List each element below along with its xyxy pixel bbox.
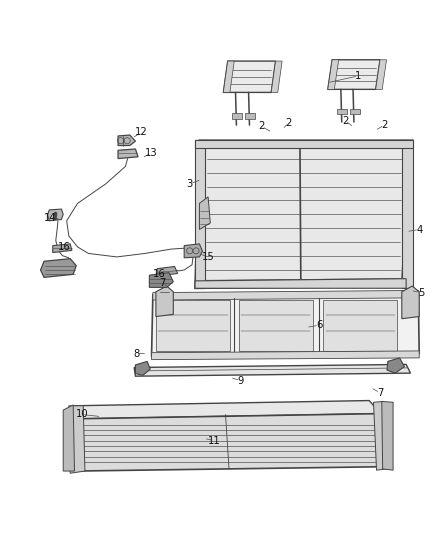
- Text: 7: 7: [377, 387, 383, 398]
- Text: 2: 2: [258, 122, 265, 131]
- Polygon shape: [223, 61, 276, 92]
- Polygon shape: [245, 114, 255, 118]
- Polygon shape: [376, 60, 387, 90]
- Polygon shape: [118, 149, 138, 158]
- Polygon shape: [328, 60, 380, 90]
- Text: 2: 2: [381, 120, 388, 130]
- Polygon shape: [53, 244, 72, 253]
- Text: 9: 9: [237, 376, 244, 385]
- Text: 6: 6: [316, 320, 322, 330]
- Polygon shape: [156, 286, 173, 317]
- Text: 2: 2: [286, 118, 292, 128]
- Polygon shape: [195, 140, 413, 148]
- Polygon shape: [350, 109, 360, 114]
- Text: 15: 15: [202, 252, 215, 262]
- Polygon shape: [156, 300, 230, 351]
- Polygon shape: [73, 400, 381, 419]
- Polygon shape: [195, 279, 406, 288]
- Text: 14: 14: [44, 213, 57, 223]
- Polygon shape: [323, 300, 397, 351]
- Polygon shape: [195, 140, 413, 288]
- Text: 5: 5: [418, 288, 424, 297]
- Polygon shape: [232, 114, 242, 118]
- Polygon shape: [152, 351, 419, 360]
- Text: 3: 3: [187, 179, 193, 189]
- Polygon shape: [402, 140, 413, 288]
- Polygon shape: [41, 259, 76, 277]
- Polygon shape: [134, 365, 410, 376]
- Text: 2: 2: [342, 116, 348, 126]
- Text: 12: 12: [135, 127, 148, 138]
- Polygon shape: [337, 109, 347, 114]
- Polygon shape: [382, 401, 393, 470]
- Text: 10: 10: [76, 409, 88, 419]
- Polygon shape: [63, 405, 74, 471]
- Polygon shape: [328, 60, 339, 90]
- Text: 7: 7: [159, 278, 166, 288]
- Polygon shape: [199, 197, 210, 230]
- Polygon shape: [387, 358, 404, 373]
- Text: 11: 11: [208, 435, 221, 446]
- Polygon shape: [152, 293, 419, 356]
- Text: 1: 1: [355, 71, 361, 81]
- Polygon shape: [73, 414, 385, 471]
- Polygon shape: [239, 300, 313, 351]
- Polygon shape: [149, 272, 173, 287]
- Polygon shape: [223, 61, 234, 92]
- Text: 8: 8: [133, 349, 139, 359]
- Polygon shape: [184, 244, 202, 258]
- Polygon shape: [69, 406, 85, 473]
- Polygon shape: [157, 266, 178, 276]
- Polygon shape: [195, 140, 205, 288]
- Polygon shape: [271, 61, 282, 92]
- Polygon shape: [205, 146, 408, 280]
- Text: 16: 16: [58, 242, 71, 252]
- Polygon shape: [402, 286, 419, 319]
- Polygon shape: [47, 209, 63, 221]
- Polygon shape: [374, 401, 387, 470]
- Text: 16: 16: [152, 269, 165, 279]
- Text: 4: 4: [416, 224, 422, 235]
- Polygon shape: [135, 361, 150, 375]
- Text: 13: 13: [145, 148, 158, 158]
- Polygon shape: [153, 290, 419, 300]
- Polygon shape: [118, 135, 135, 146]
